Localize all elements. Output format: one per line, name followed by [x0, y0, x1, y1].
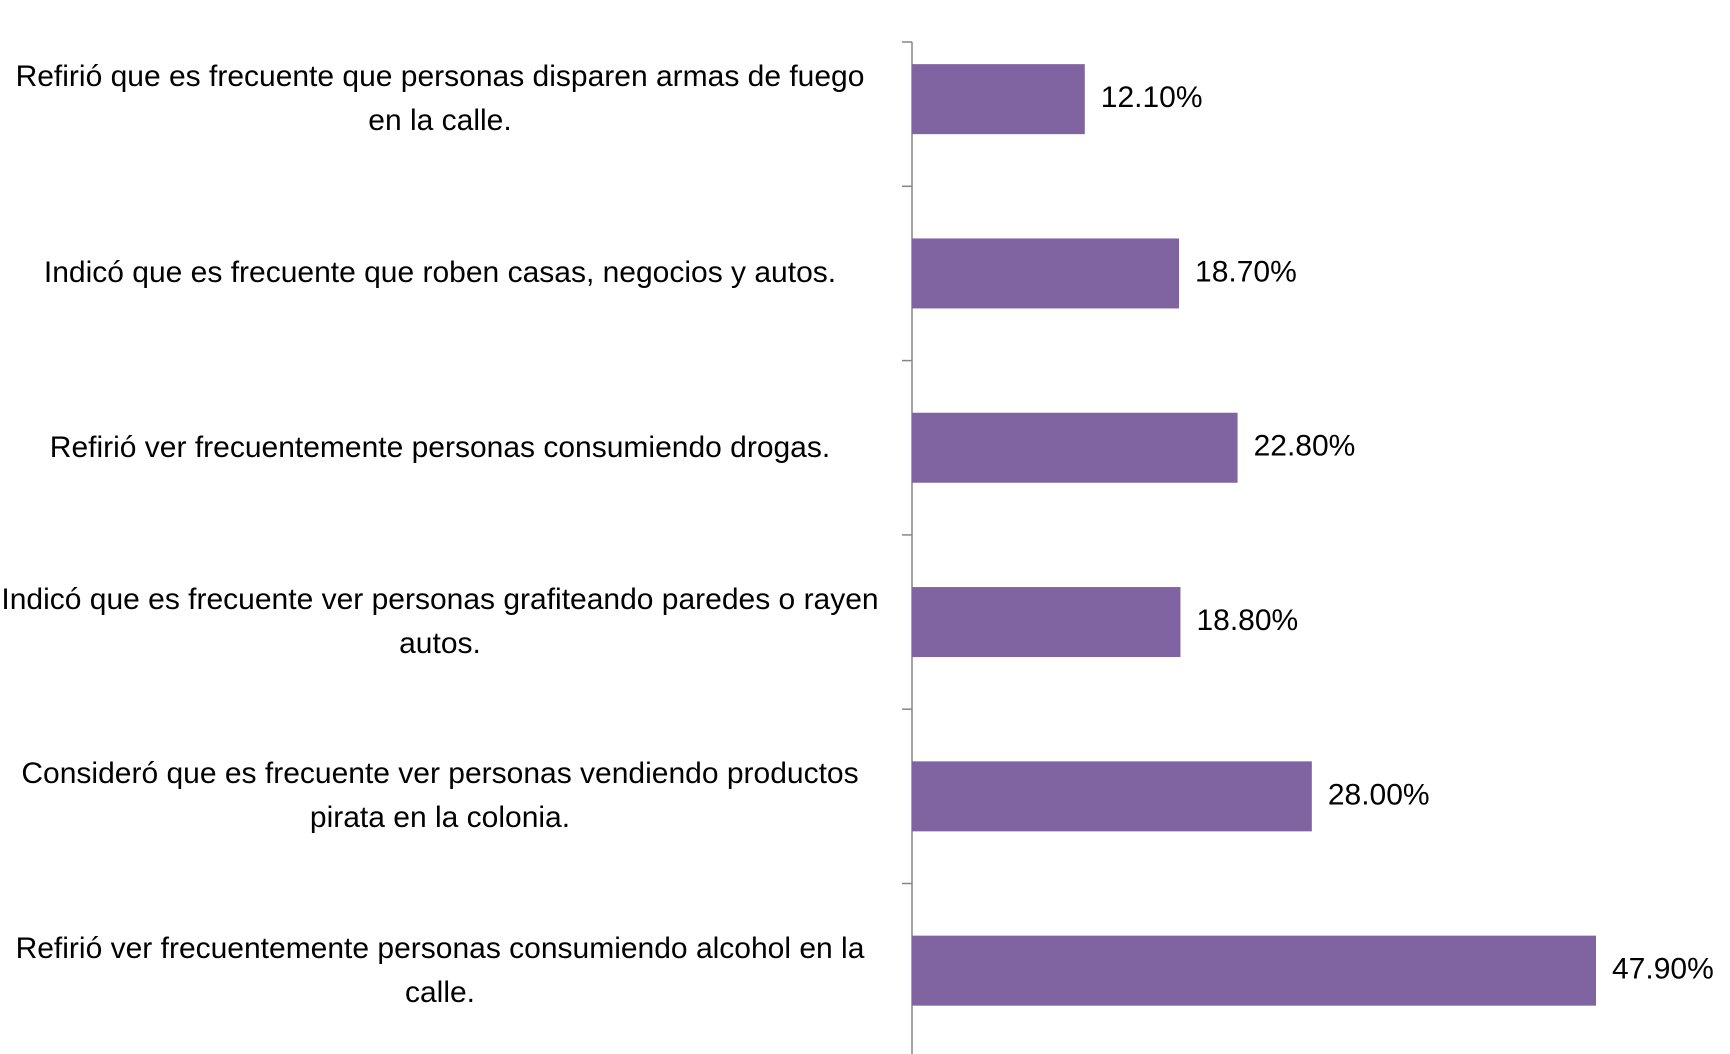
category-label: Indicó que es frecuente que roben casas,… — [43, 256, 837, 290]
bar — [912, 238, 1180, 309]
bar — [912, 412, 1238, 483]
data-label: 18.80% — [1196, 604, 1298, 637]
bar — [912, 761, 1312, 832]
data-label: 22.80% — [1254, 430, 1356, 463]
category-label: Refirió ver frecuentemente personas cons… — [15, 931, 865, 1009]
category-label: Consideró que es frecuente ver personas … — [21, 757, 859, 835]
category-label: Refirió ver frecuentemente personas cons… — [49, 430, 831, 464]
data-label: 12.10% — [1101, 81, 1203, 114]
category-label: Refirió que es frecuente que personas di… — [15, 60, 865, 138]
data-label: 47.90% — [1612, 953, 1714, 986]
bar — [912, 64, 1085, 135]
bar — [912, 935, 1596, 1006]
data-label: 28.00% — [1328, 778, 1430, 811]
data-label: 18.70% — [1195, 255, 1297, 288]
bar — [912, 587, 1181, 658]
category-label: Indicó que es frecuente ver personas gra… — [1, 583, 879, 661]
